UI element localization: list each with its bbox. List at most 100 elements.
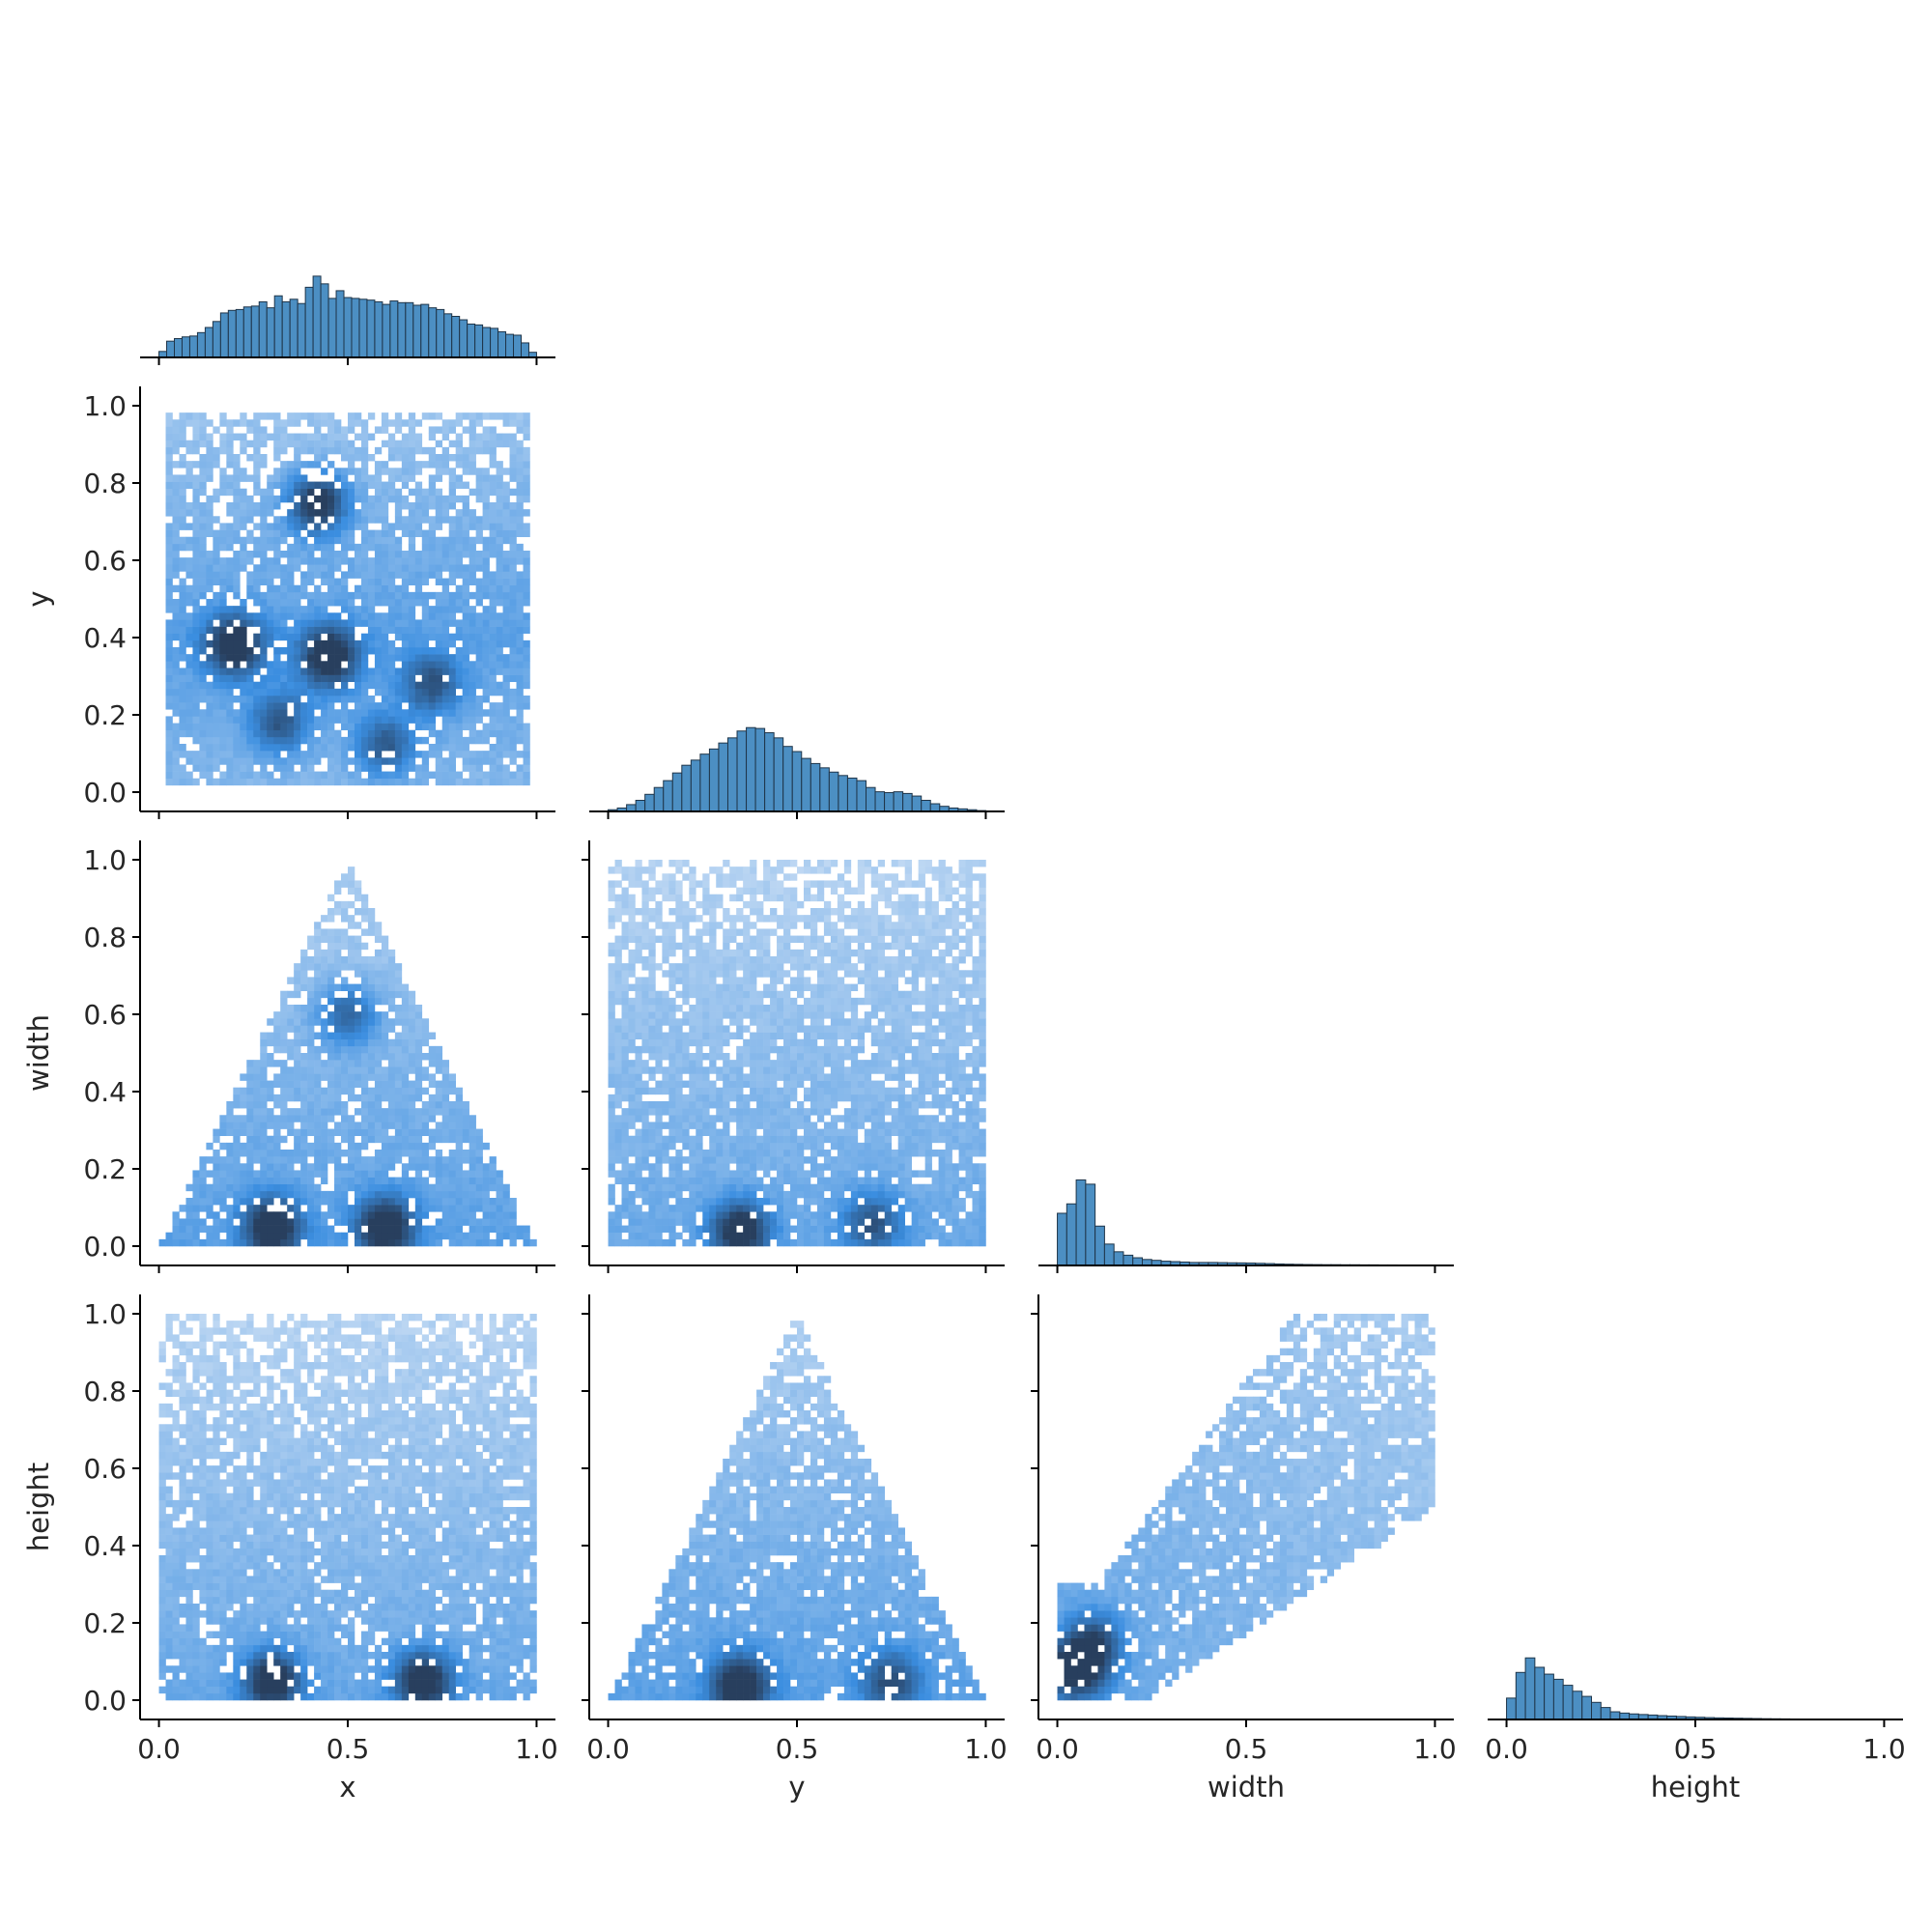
- heatmap-cell: [233, 1205, 241, 1212]
- heatmap-cell: [428, 1108, 437, 1116]
- heatmap-cell: [165, 674, 173, 683]
- subplot-y-vs-y: [589, 726, 1005, 819]
- heatmap-cell: [516, 647, 524, 655]
- heatmap-cell: [662, 1150, 669, 1157]
- heatmap-cell: [668, 873, 676, 881]
- heatmap-cell: [219, 557, 227, 565]
- heatmap-cell: [348, 990, 355, 999]
- heatmap-cell: [716, 1238, 724, 1247]
- heatmap-cell: [199, 564, 207, 572]
- heatmap-cell: [219, 1115, 227, 1122]
- heatmap-cell: [421, 1156, 430, 1164]
- heatmap-cell: [314, 495, 322, 503]
- heatmap-cell: [360, 674, 369, 683]
- heatmap-cell: [428, 454, 437, 462]
- heatmap-cell: [374, 557, 383, 565]
- heatmap-cell: [496, 771, 503, 780]
- heatmap-cell: [213, 654, 220, 662]
- heatmap-cell: [294, 1135, 301, 1144]
- heatmap-cell: [496, 509, 503, 517]
- heatmap-cell: [736, 1087, 744, 1095]
- heatmap-cell: [736, 1163, 744, 1171]
- heatmap-cell: [668, 1238, 676, 1247]
- heatmap-cell: [621, 1142, 629, 1151]
- heatmap-cell: [374, 564, 383, 572]
- heatmap-cell: [729, 1073, 737, 1081]
- heatmap-cell: [496, 1190, 503, 1199]
- heatmap-cell: [394, 990, 403, 999]
- heatmap-cell: [233, 661, 241, 668]
- heatmap-cell: [348, 1150, 355, 1157]
- heatmap-cell: [428, 529, 437, 538]
- heatmap-cell: [165, 688, 173, 696]
- hist-bar-x: [304, 286, 314, 358]
- heatmap-cell: [648, 915, 656, 923]
- heatmap-cell: [502, 668, 510, 675]
- heatmap-cell: [655, 1005, 663, 1012]
- heatmap-cell: [502, 606, 510, 613]
- heatmap-cell: [435, 1080, 443, 1089]
- heatmap-cell: [614, 1135, 622, 1144]
- heatmap-cell: [621, 1038, 629, 1047]
- heatmap-cell: [455, 557, 463, 565]
- heatmap-cell: [696, 1150, 703, 1157]
- heatmap-cell: [341, 1032, 349, 1040]
- heatmap-cell: [179, 536, 186, 545]
- heatmap-cell: [307, 461, 315, 469]
- heatmap-cell: [374, 990, 383, 999]
- heatmap-cell: [260, 1218, 268, 1226]
- heatmap-cell: [360, 599, 369, 607]
- heatmap-cell: [360, 468, 369, 475]
- heatmap-cell: [428, 412, 437, 420]
- heatmap-cell: [387, 1053, 396, 1061]
- heatmap-cell: [348, 723, 355, 731]
- heatmap-cell: [682, 1156, 690, 1164]
- heatmap-cell: [455, 716, 463, 724]
- heatmap-cell: [334, 757, 342, 765]
- heatmap-cell: [233, 771, 241, 780]
- heatmap-cell: [662, 1218, 669, 1226]
- heatmap-cell: [233, 474, 241, 482]
- heatmap-cell: [374, 977, 383, 984]
- heatmap-cell: [448, 1115, 456, 1122]
- heatmap-cell: [246, 440, 254, 448]
- heatmap-cell: [199, 516, 207, 524]
- heatmap-cell: [280, 1066, 288, 1074]
- heatmap-cell: [723, 956, 730, 964]
- heatmap-cell: [213, 446, 220, 455]
- heatmap-cell: [348, 461, 355, 469]
- heatmap-cell: [287, 633, 295, 641]
- heatmap-cell: [614, 1225, 622, 1234]
- heatmap-cell: [294, 1025, 301, 1033]
- heatmap-cell: [469, 736, 476, 745]
- heatmap-cell: [496, 516, 503, 524]
- heatmap-cell: [689, 908, 696, 916]
- heatmap-cell: [300, 1025, 308, 1033]
- heatmap-cell: [321, 1156, 328, 1164]
- heatmap-cell: [641, 935, 649, 944]
- heatmap-cell: [374, 661, 383, 668]
- heatmap-cell: [702, 928, 710, 936]
- heatmap-cell: [682, 1032, 690, 1040]
- heatmap-cell: [428, 1080, 437, 1089]
- heatmap-cell: [165, 681, 173, 690]
- heatmap-cell: [219, 668, 227, 675]
- heatmap-cell: [307, 1005, 315, 1012]
- heatmap-cell: [408, 571, 416, 579]
- heatmap-cell: [489, 1177, 497, 1185]
- heatmap-cell: [750, 1190, 757, 1199]
- heatmap-cell: [327, 571, 335, 579]
- heatmap-cell: [300, 1198, 308, 1206]
- heatmap-cell: [743, 900, 751, 909]
- heatmap-cell: [219, 716, 227, 724]
- heatmap-cell: [435, 744, 443, 752]
- heatmap-cell: [496, 440, 503, 448]
- heatmap-cell: [341, 584, 349, 593]
- heatmap-cell: [641, 990, 649, 999]
- heatmap-cell: [294, 1115, 301, 1122]
- heatmap-cell: [213, 736, 220, 745]
- heatmap-cell: [475, 1156, 483, 1164]
- heatmap-cell: [374, 502, 383, 510]
- heatmap-cell: [387, 723, 396, 731]
- heatmap-cell: [635, 1232, 642, 1240]
